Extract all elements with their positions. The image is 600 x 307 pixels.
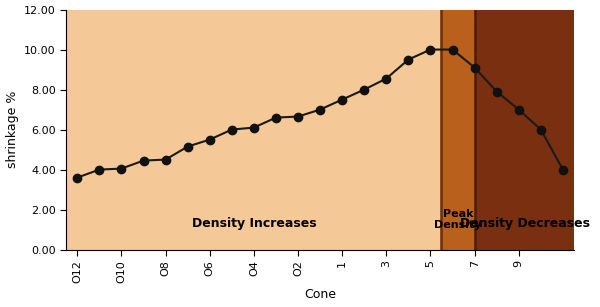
Bar (66, 10, 442, 250)
Text: Density Decreases: Density Decreases (460, 217, 590, 230)
Bar (442, 10, 475, 250)
Text: Density Increases: Density Increases (191, 217, 316, 230)
Bar (475, 10, 574, 250)
Text: Peak
Density: Peak Density (434, 209, 482, 230)
X-axis label: Cone: Cone (304, 289, 336, 301)
Y-axis label: shrinkage %: shrinkage % (5, 91, 19, 168)
